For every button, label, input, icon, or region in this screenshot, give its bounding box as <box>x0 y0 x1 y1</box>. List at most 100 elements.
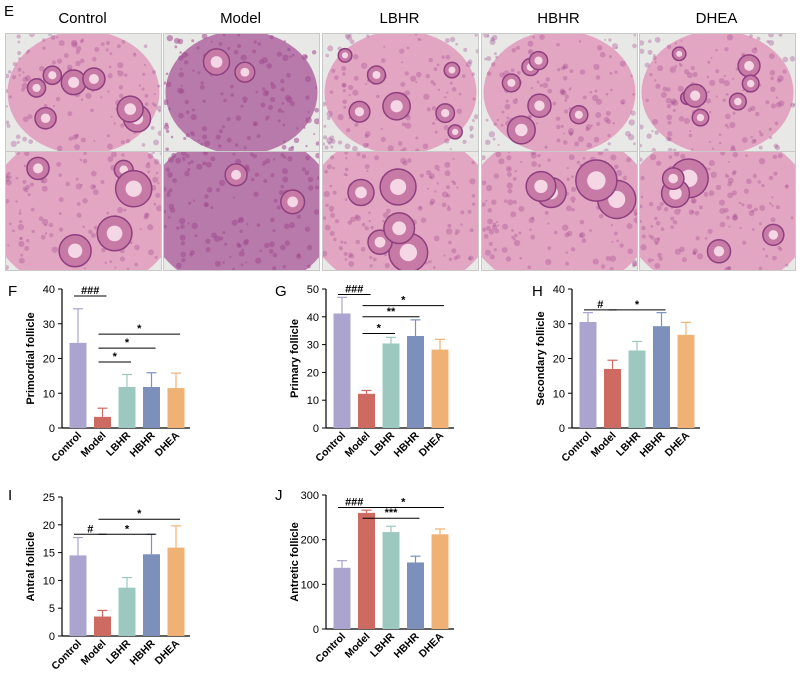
y-tick-label: 25 <box>43 492 55 504</box>
histology-image-model-overview <box>163 33 320 152</box>
y-tick-label: 0 <box>49 423 55 435</box>
y-tick-label: 20 <box>43 354 55 366</box>
x-tick-label: LBHR <box>368 429 397 458</box>
bar-hbhr <box>653 326 670 428</box>
y-tick-label: 10 <box>553 388 565 400</box>
y-tick-label: 30 <box>553 319 565 331</box>
bar-model <box>358 393 375 428</box>
y-tick-label: 0 <box>559 423 565 435</box>
y-tick-label: 0 <box>313 624 319 636</box>
histology-image-control-overview <box>5 33 162 152</box>
y-tick-label: 200 <box>301 535 319 547</box>
group-title-control: Control <box>58 10 107 27</box>
bar-dhea <box>431 534 449 629</box>
bar-dhea <box>167 388 185 428</box>
bar-control <box>69 342 87 428</box>
bar-hbhr <box>143 554 160 636</box>
panel-letter-f: F <box>8 283 18 300</box>
histology-image-model-magnified <box>163 151 320 271</box>
y-tick-label: 40 <box>307 312 319 324</box>
histology-image-lbhr-magnified <box>322 151 479 271</box>
bar-lbhr <box>118 587 136 636</box>
y-tick-label: 20 <box>43 520 55 532</box>
y-tick-label: 10 <box>43 388 55 400</box>
histology-image-dhea-magnified <box>639 151 796 271</box>
significance-label: * <box>137 323 142 335</box>
bar-lbhr <box>382 532 400 629</box>
y-axis-label: Primordial follicle <box>25 312 37 404</box>
x-tick-label: LBHR <box>368 630 397 659</box>
y-tick-label: 10 <box>43 575 55 587</box>
significance-label: *** <box>385 507 399 519</box>
bar-dhea <box>431 349 449 428</box>
x-tick-label: Model <box>343 430 373 460</box>
x-tick-label: LBHR <box>614 429 643 458</box>
y-tick-label: 300 <box>301 490 319 502</box>
significance-label: * <box>125 337 130 349</box>
y-tick-label: 20 <box>553 354 565 366</box>
panel-letter-g: G <box>275 283 287 300</box>
histology-image-control-magnified <box>5 151 162 271</box>
bar-control <box>69 555 87 636</box>
bar-hbhr <box>407 562 424 629</box>
x-tick-label: DHEA <box>417 630 447 660</box>
y-tick-label: 100 <box>301 579 319 591</box>
group-title-dhea: DHEA <box>695 10 738 27</box>
y-tick-label: 15 <box>43 548 55 560</box>
significance-label: * <box>113 351 118 363</box>
y-axis-label: Antretic follicle <box>289 522 301 601</box>
bar-model <box>94 416 111 428</box>
y-tick-label: 30 <box>43 319 55 331</box>
panel-letter-e: E <box>4 3 15 20</box>
bar-hbhr <box>143 386 160 428</box>
histology-image-lbhr-overview <box>322 33 479 152</box>
group-title-lbhr: LBHR <box>379 10 420 27</box>
x-tick-label: HBHR <box>128 637 158 667</box>
y-tick-label: 20 <box>307 367 319 379</box>
significance-label: * <box>137 508 142 520</box>
bar-dhea <box>677 334 695 428</box>
bar-hbhr <box>407 335 424 428</box>
panel-letter-h: H <box>532 283 543 300</box>
x-tick-label: HBHR <box>128 429 158 459</box>
x-tick-label: Model <box>79 638 109 668</box>
histology-image-hbhr-overview <box>481 33 638 152</box>
x-tick-label: DHEA <box>663 429 693 459</box>
significance-label: ### <box>345 497 363 509</box>
x-tick-label: DHEA <box>153 637 183 667</box>
x-tick-label: LBHR <box>104 429 133 458</box>
y-axis-label: Antral follicle <box>25 532 37 602</box>
x-tick-label: DHEA <box>153 429 183 459</box>
x-tick-label: DHEA <box>417 429 447 459</box>
x-tick-label: Model <box>79 430 109 460</box>
significance-label: * <box>635 299 640 311</box>
bar-control <box>333 313 351 428</box>
panel-letter-j: J <box>275 487 283 504</box>
bar-dhea <box>167 547 185 636</box>
x-tick-label: Model <box>343 631 373 661</box>
significance-label: ### <box>81 285 99 297</box>
significance-label: * <box>401 295 406 307</box>
y-axis-label: Secondary follicle <box>535 311 547 405</box>
x-tick-label: LBHR <box>104 637 133 666</box>
y-tick-label: 50 <box>307 284 319 296</box>
histology-image-hbhr-magnified <box>481 151 638 271</box>
x-tick-label: HBHR <box>638 429 668 459</box>
group-title-model: Model <box>220 10 261 27</box>
bar-lbhr <box>118 386 136 428</box>
significance-label: ** <box>387 306 396 318</box>
y-tick-label: 0 <box>313 423 319 435</box>
x-tick-label: HBHR <box>392 630 422 660</box>
x-tick-label: HBHR <box>392 429 422 459</box>
significance-label: # <box>597 299 603 311</box>
bar-lbhr <box>382 343 400 428</box>
significance-label: * <box>125 523 130 535</box>
y-tick-label: 0 <box>49 631 55 643</box>
y-tick-label: 10 <box>307 395 319 407</box>
bar-lbhr <box>628 350 646 428</box>
